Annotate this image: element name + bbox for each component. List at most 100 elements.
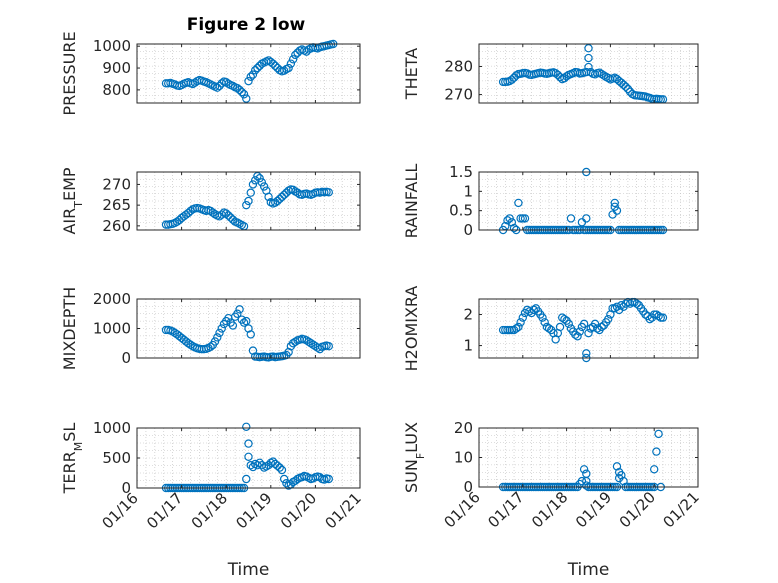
x-tick-label: 01/17 bbox=[484, 488, 527, 531]
x-tick-label: 01/16 bbox=[441, 488, 484, 531]
data-series bbox=[161, 171, 333, 231]
data-point bbox=[612, 462, 622, 471]
y-tick-label: 260 bbox=[102, 217, 131, 235]
y-tick-label: 0.5 bbox=[449, 202, 473, 220]
data-point bbox=[242, 94, 251, 103]
data-point bbox=[235, 305, 244, 314]
data-point bbox=[566, 214, 576, 223]
data-point bbox=[324, 188, 333, 197]
y-tick-label: 0 bbox=[121, 349, 131, 367]
data-point bbox=[244, 439, 253, 448]
data-point bbox=[525, 307, 534, 316]
data-point bbox=[271, 61, 280, 71]
x-tick-label: 01/20 bbox=[616, 488, 659, 531]
data-point bbox=[590, 319, 600, 329]
data-point bbox=[621, 82, 630, 91]
data-point bbox=[650, 465, 659, 474]
data-point bbox=[244, 196, 253, 206]
data-point bbox=[503, 325, 512, 335]
axes-box bbox=[136, 171, 361, 231]
data-point bbox=[273, 196, 282, 206]
y-tick-label: 1000 bbox=[93, 320, 131, 338]
data-point bbox=[235, 85, 244, 95]
x-tick-label: 01/18 bbox=[188, 489, 231, 532]
data-point bbox=[259, 182, 269, 191]
data-point bbox=[595, 68, 604, 77]
data-point bbox=[617, 301, 626, 310]
data-point bbox=[324, 342, 333, 351]
y-tick-label: 1000 bbox=[93, 37, 131, 55]
data-point bbox=[279, 190, 289, 199]
data-point bbox=[288, 55, 298, 64]
y-axis-label: TERRMSL bbox=[60, 423, 85, 495]
data-point bbox=[250, 66, 260, 75]
data-point bbox=[612, 206, 622, 215]
data-point bbox=[277, 465, 287, 475]
data-point bbox=[264, 192, 273, 202]
data-point bbox=[654, 311, 663, 321]
data-point bbox=[268, 457, 278, 466]
y-tick-label: 1000 bbox=[93, 419, 131, 437]
data-point bbox=[242, 200, 251, 210]
data-point bbox=[324, 474, 333, 484]
data-point bbox=[242, 474, 251, 484]
data-point bbox=[625, 299, 635, 308]
data-point bbox=[564, 319, 573, 329]
data-series bbox=[161, 305, 333, 362]
data-point bbox=[599, 71, 609, 80]
data-point bbox=[221, 209, 231, 218]
data-point bbox=[255, 458, 264, 467]
axes-box bbox=[478, 171, 699, 231]
data-point bbox=[507, 75, 517, 84]
data-point bbox=[617, 471, 626, 480]
data-point bbox=[520, 214, 530, 223]
data-point bbox=[610, 198, 619, 208]
data-point bbox=[514, 198, 523, 208]
data-point bbox=[273, 461, 282, 470]
data-point bbox=[604, 314, 613, 324]
data-point bbox=[597, 69, 606, 79]
y-axis-label: AIRTEMP bbox=[60, 167, 85, 234]
data-point bbox=[650, 310, 659, 319]
subplot-3: 260 265 270 AIRTEMP bbox=[60, 167, 361, 235]
data-point bbox=[584, 62, 593, 72]
data-point bbox=[228, 215, 238, 224]
data-point bbox=[641, 310, 650, 319]
data-point bbox=[213, 333, 222, 342]
data-point bbox=[610, 304, 619, 313]
data-point bbox=[186, 206, 195, 216]
data-point bbox=[257, 178, 267, 187]
data-point bbox=[237, 87, 247, 97]
data-point bbox=[503, 216, 512, 225]
data-point bbox=[579, 465, 589, 474]
data-point bbox=[582, 214, 591, 223]
data-point bbox=[228, 321, 238, 330]
y-tick-label: 2000 bbox=[93, 290, 131, 308]
data-point bbox=[584, 328, 593, 338]
data-point bbox=[645, 314, 655, 324]
data-series bbox=[161, 39, 338, 103]
data-point bbox=[253, 171, 262, 181]
y-tick-label: 280 bbox=[444, 57, 473, 75]
subplot-1: 800 900 1000 PRESSURE bbox=[60, 31, 361, 116]
data-point bbox=[186, 340, 195, 349]
y-axis-label: H2OMIXRA bbox=[402, 286, 421, 372]
data-point bbox=[555, 322, 565, 332]
x-tick-label: 01/21 bbox=[322, 489, 365, 532]
subplot-5: 0 1000 2000 MIXDEPTH bbox=[60, 287, 361, 370]
data-point bbox=[226, 213, 235, 222]
data-point bbox=[507, 325, 517, 335]
data-point bbox=[584, 44, 593, 53]
data-point bbox=[213, 83, 222, 92]
data-point bbox=[208, 208, 218, 217]
y-tick-label: 1 bbox=[463, 337, 473, 355]
data-point bbox=[288, 185, 298, 195]
data-point bbox=[217, 324, 226, 333]
data-point bbox=[577, 476, 587, 486]
figure-title: Figure 2 low bbox=[187, 15, 306, 35]
data-point bbox=[553, 70, 563, 80]
data-point bbox=[224, 211, 233, 220]
subplot-8: 0 10 20 01/16 01/17 01/18 01/19 01/20 01/21 SUNFL… bbox=[402, 419, 703, 580]
data-point bbox=[582, 476, 591, 486]
